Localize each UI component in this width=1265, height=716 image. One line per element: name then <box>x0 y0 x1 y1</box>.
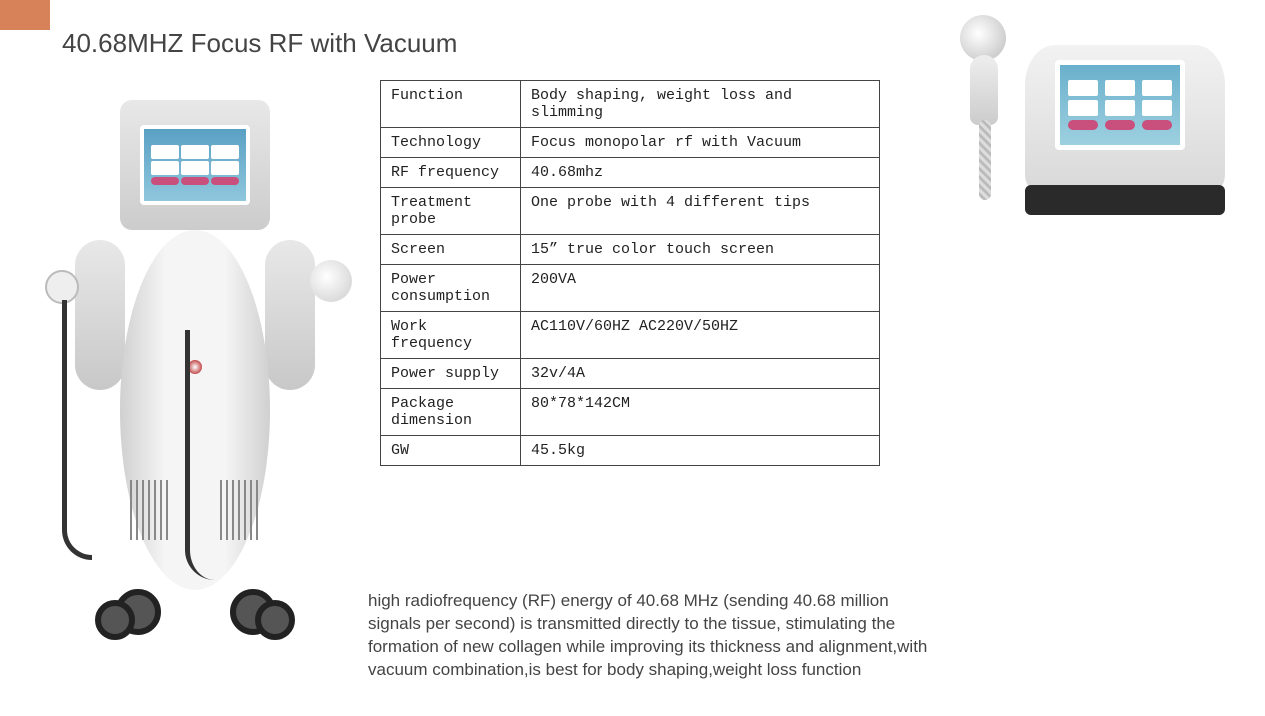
desktop-touchscreen-icon <box>1055 60 1185 150</box>
table-row: Work frequencyAC110V/60HZ AC220V/50HZ <box>381 312 880 359</box>
spec-label: Treatment probe <box>381 188 521 235</box>
table-row: Treatment probeOne probe with 4 differen… <box>381 188 880 235</box>
spec-value: 15” true color touch screen <box>521 235 880 265</box>
probe-handle-icon <box>970 55 998 125</box>
standing-machine-image <box>20 80 360 640</box>
spec-value: Body shaping, weight loss and slimming <box>521 81 880 128</box>
spec-label: Power consumption <box>381 265 521 312</box>
table-row: Power supply32v/4A <box>381 359 880 389</box>
spec-label: Package dimension <box>381 389 521 436</box>
spec-value: 32v/4A <box>521 359 880 389</box>
spec-table: FunctionBody shaping, weight loss and sl… <box>380 80 880 466</box>
product-description: high radiofrequency (RF) energy of 40.68… <box>368 590 928 682</box>
spec-value: 40.68mhz <box>521 158 880 188</box>
probe-tip-icon <box>45 270 79 304</box>
spec-value: Focus monopolar rf with Vacuum <box>521 128 880 158</box>
desktop-unit-image <box>945 5 1245 235</box>
table-row: Package dimension80*78*142CM <box>381 389 880 436</box>
spec-label: Function <box>381 81 521 128</box>
table-row: GW45.5kg <box>381 436 880 466</box>
spec-table-body: FunctionBody shaping, weight loss and sl… <box>381 81 880 466</box>
table-row: FunctionBody shaping, weight loss and sl… <box>381 81 880 128</box>
spec-label: Screen <box>381 235 521 265</box>
machine-screen-frame <box>120 100 270 230</box>
probe-tip-icon <box>310 260 352 302</box>
spec-label: Technology <box>381 128 521 158</box>
accent-block <box>0 0 50 30</box>
spec-value: 45.5kg <box>521 436 880 466</box>
vent-icon <box>220 480 260 540</box>
caster-wheel-icon <box>255 600 295 640</box>
spec-label: RF frequency <box>381 158 521 188</box>
caster-wheel-icon <box>95 600 135 640</box>
spec-value: AC110V/60HZ AC220V/50HZ <box>521 312 880 359</box>
vent-icon <box>130 480 170 540</box>
spec-label: Power supply <box>381 359 521 389</box>
table-row: Screen15” true color touch screen <box>381 235 880 265</box>
spec-value: One probe with 4 different tips <box>521 188 880 235</box>
page-title: 40.68MHZ Focus RF with Vacuum <box>62 28 457 59</box>
machine-touchscreen-icon <box>140 125 250 205</box>
table-row: RF frequency40.68mhz <box>381 158 880 188</box>
spec-label: Work frequency <box>381 312 521 359</box>
cable-icon <box>62 300 92 560</box>
table-row: TechnologyFocus monopolar rf with Vacuum <box>381 128 880 158</box>
cable-icon <box>185 330 215 580</box>
braided-cable-icon <box>979 120 991 200</box>
spec-value: 200VA <box>521 265 880 312</box>
spec-label: GW <box>381 436 521 466</box>
spec-value: 80*78*142CM <box>521 389 880 436</box>
machine-arm-right <box>265 240 315 390</box>
table-row: Power consumption200VA <box>381 265 880 312</box>
desktop-unit-base <box>1025 185 1225 215</box>
